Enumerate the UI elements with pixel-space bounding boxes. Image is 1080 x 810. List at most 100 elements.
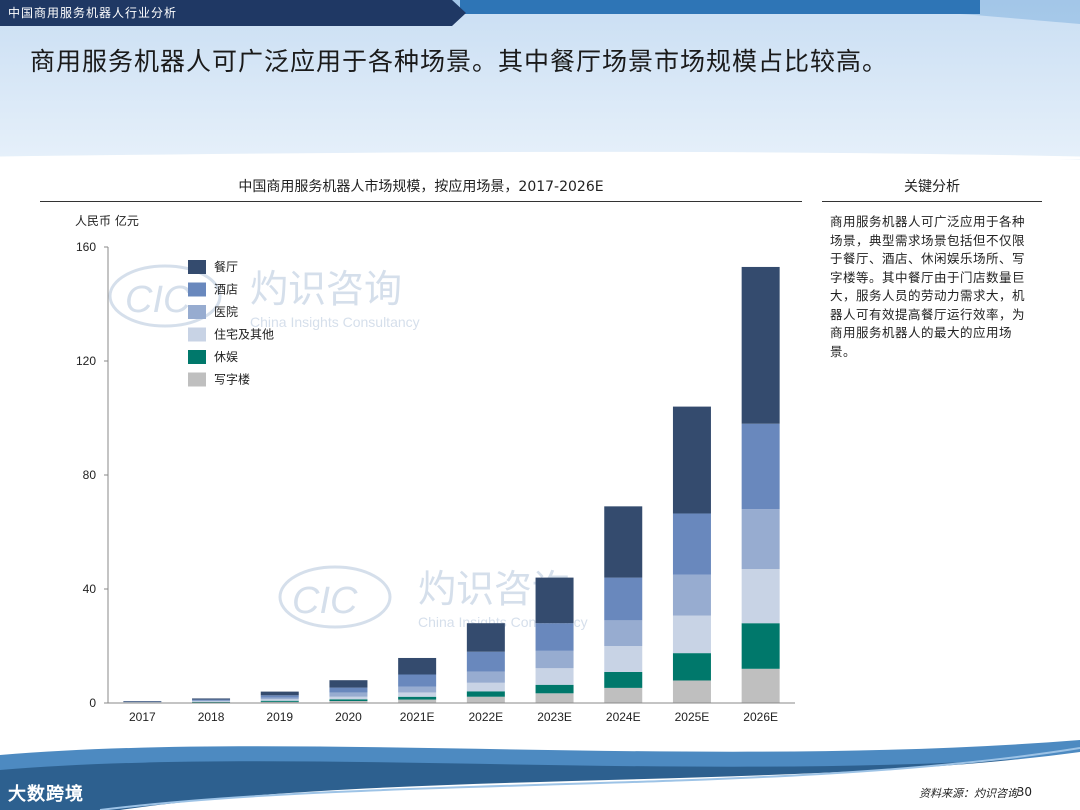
bar-segment — [260, 697, 299, 700]
x-tick-label: 2018 — [198, 710, 225, 724]
watermark-mark-2: CIC — [292, 580, 358, 622]
x-tick-label: 2021E — [400, 710, 435, 724]
bar-segment — [604, 687, 643, 703]
bar-segment — [672, 574, 711, 616]
legend-label: 写字楼 — [214, 372, 250, 387]
x-tick-label: 2023E — [537, 710, 572, 724]
x-tick-label: 2026E — [743, 710, 778, 724]
bar-segment — [398, 696, 437, 700]
section-tab: 中国商用服务机器人行业分析 — [8, 6, 178, 20]
page-headline: 商用服务机器人可广泛应用于各种场景。其中餐厅场景市场规模占比较高。 — [30, 47, 889, 76]
bar-segment — [398, 699, 437, 703]
bar-segment — [741, 423, 780, 510]
bar-segment — [741, 509, 780, 570]
legend-label: 休娱 — [214, 350, 238, 364]
bar-segment — [672, 615, 711, 654]
bar-segment — [329, 692, 368, 697]
bar-segment — [192, 701, 231, 703]
bar-segment — [398, 686, 437, 693]
bar-segment — [260, 700, 299, 702]
bars — [123, 266, 780, 703]
bar-segment — [398, 692, 437, 697]
bar-segment — [672, 680, 711, 703]
bar-segment — [192, 701, 231, 702]
bar-segment — [123, 701, 162, 702]
page-number: 30 — [1016, 785, 1032, 799]
legend-label: 住宅及其他 — [214, 327, 274, 342]
bar-segment — [192, 698, 231, 700]
legend-swatch — [188, 260, 206, 274]
bar-segment — [535, 650, 574, 669]
bar-segment — [398, 674, 437, 687]
bar-segment — [535, 668, 574, 685]
bar-segment — [329, 696, 368, 700]
watermark-cn-1: 灼识咨询 — [250, 267, 402, 311]
bar-segment — [672, 653, 711, 681]
bar-segment — [604, 577, 643, 621]
bar-segment — [741, 569, 780, 624]
bar-segment — [535, 623, 574, 651]
side-panel-divider — [822, 201, 1042, 202]
watermark-mark-1: CIC — [125, 279, 191, 321]
bar-segment — [466, 682, 505, 692]
watermark-1: CIC 灼识咨询 China Insights Consultancy — [108, 264, 420, 330]
legend-label: 医院 — [214, 305, 238, 319]
watermark-en-1: China Insights Consultancy — [250, 314, 420, 330]
y-tick-label: 120 — [76, 354, 96, 368]
bar-segment — [672, 406, 711, 514]
legend-label: 酒店 — [214, 283, 238, 297]
bar-segment — [398, 657, 437, 675]
corner-watermark: 大数跨境 — [8, 784, 84, 805]
bar-segment — [672, 513, 711, 575]
bar-segment — [260, 699, 299, 701]
legend-swatch — [188, 282, 206, 297]
legend-swatch — [188, 327, 206, 342]
y-tick-label: 0 — [89, 696, 96, 710]
x-axis: 2017 2018 2019 2020 2021E 2022E 2023E 2024E 2025… — [108, 702, 795, 724]
legend-swatch — [188, 305, 206, 319]
bar-segment — [535, 684, 574, 694]
legend-label: 餐厅 — [214, 259, 238, 274]
bar-segment — [192, 700, 231, 702]
bar-segment — [192, 699, 231, 701]
y-tick-label: 80 — [83, 468, 97, 482]
bar-segment — [260, 691, 299, 696]
y-axis-label: 人民币 亿元 — [75, 213, 139, 228]
bar-segment — [535, 693, 574, 703]
bar-segment — [466, 696, 505, 703]
bar-segment — [329, 699, 368, 702]
x-tick-label: 2019 — [266, 710, 293, 724]
x-tick-label: 2025E — [675, 710, 710, 724]
bar-segment — [741, 668, 780, 703]
bar-segment — [604, 646, 643, 672]
y-axis: 0 40 80 120 160 — [76, 240, 109, 710]
bar-segment — [329, 701, 368, 703]
bar-segment — [466, 671, 505, 683]
chart-title-divider — [40, 201, 802, 202]
bar-segment — [604, 506, 643, 578]
bar-segment — [741, 266, 780, 424]
source-note: 资料来源：灼识咨询 — [919, 787, 1018, 800]
side-panel-title: 关键分析 — [904, 179, 960, 195]
bar-segment — [466, 651, 505, 672]
bar-segment — [604, 620, 643, 646]
bar-segment — [329, 687, 368, 693]
bar-segment — [260, 695, 299, 698]
bar-segment — [535, 577, 574, 624]
legend-swatch — [188, 350, 206, 364]
x-tick-label: 2020 — [335, 710, 362, 724]
y-tick-label: 160 — [76, 240, 96, 254]
bar-segment — [604, 671, 643, 688]
bar-segment — [329, 680, 368, 688]
bar-segment — [466, 623, 505, 652]
bar-segment — [260, 701, 299, 703]
chart-title: 中国商用服务机器人市场规模，按应用场景，2017-2026E — [238, 179, 604, 195]
bar-segment — [466, 691, 505, 697]
x-tick-label: 2017 — [129, 710, 156, 724]
bar-segment — [741, 623, 780, 669]
x-tick-label: 2022E — [468, 710, 503, 724]
legend-swatch — [188, 372, 206, 387]
